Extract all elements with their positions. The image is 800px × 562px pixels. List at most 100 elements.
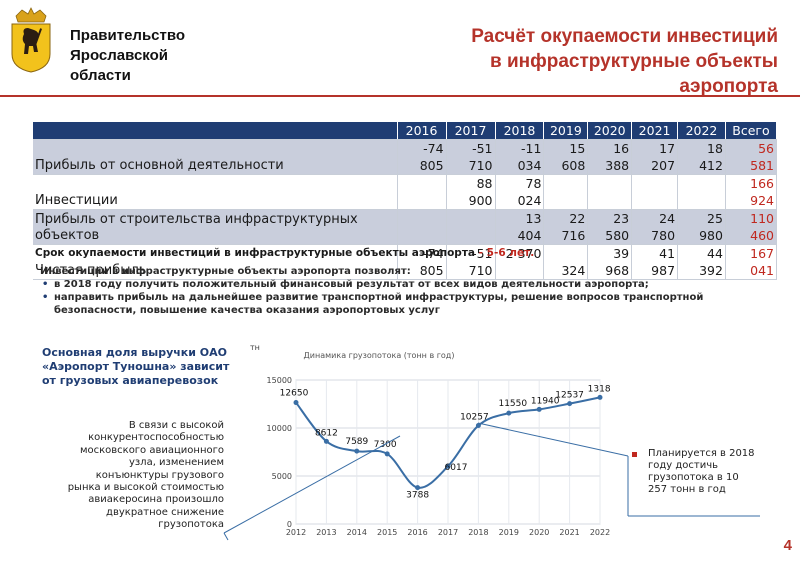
- value-cell: 13 404: [495, 209, 545, 245]
- table-header-corner: [33, 122, 398, 140]
- investment-table: 2016 2017 2018 2019 2020 2021 2022 Всего…: [33, 122, 778, 280]
- value-part: 16: [613, 141, 630, 156]
- row-label: Инвестиции: [33, 174, 398, 210]
- x-tick-label: 2016: [407, 528, 427, 537]
- payback-highlight: - 5-6 лет.: [478, 247, 535, 259]
- table-header-row: 2016 2017 2018 2019 2020 2021 2022 Всего: [33, 122, 778, 140]
- total-header: Всего: [725, 122, 778, 140]
- value-part: 41: [659, 246, 676, 261]
- x-tick-label: 2012: [286, 528, 306, 537]
- x-tick-label: 2017: [438, 528, 458, 537]
- y-tick-label: 5000: [272, 472, 292, 481]
- value-part: 44: [707, 246, 723, 261]
- bullet-item: в 2018 году получить положительный финан…: [40, 278, 780, 291]
- title-line-3: аэропорта: [679, 76, 778, 97]
- value-cell: 88 900: [446, 174, 496, 210]
- bullet-list: Инвестиции в инфраструктурные объекты аэ…: [40, 265, 780, 317]
- cargo-chart-svg: 0 5000 10000 15000 2012 2013 2014 2015 2016 2017 2…: [250, 343, 617, 537]
- value-part: 17: [659, 141, 676, 156]
- value-part: 716: [561, 228, 586, 243]
- org-line-3: области: [70, 67, 131, 84]
- data-point: [597, 394, 603, 400]
- data-point: [506, 410, 512, 416]
- table-row: Прибыль от строительства инфраструктурны…: [33, 209, 778, 245]
- x-tick-label: 2014: [347, 528, 367, 537]
- value-part: 968: [605, 263, 630, 278]
- value-part: 980: [699, 228, 723, 243]
- x-tick-label: 2018: [468, 528, 488, 537]
- year-header: 2019: [543, 122, 589, 140]
- data-label: 11550: [498, 399, 527, 409]
- data-label: 10257: [460, 413, 489, 423]
- value-cell: [446, 209, 496, 245]
- year-header: 2021: [631, 122, 679, 140]
- value-cell: 18 412: [677, 139, 726, 175]
- data-point: [415, 485, 421, 491]
- value-part: 460: [750, 228, 774, 243]
- connector-line-left-end: [223, 532, 229, 541]
- organization-name: Правительство Ярославской области: [70, 26, 185, 86]
- value-part: 110: [750, 211, 774, 226]
- value-cell: -51 710: [446, 244, 496, 280]
- year-header: 2018: [495, 122, 545, 140]
- x-tick-label: 2015: [377, 528, 397, 537]
- value-cell: [397, 174, 447, 210]
- x-tick-label: 2019: [499, 528, 519, 537]
- value-part: 56: [758, 141, 774, 156]
- org-line-1: Правительство: [70, 27, 186, 44]
- value-part: 924: [750, 193, 774, 208]
- value-cell: 78 024: [495, 174, 545, 210]
- total-cell: 167 041: [725, 244, 778, 280]
- main-share-text: Основная доля выручки ОАО «Аэропорт Туно…: [42, 346, 230, 387]
- value-part: 207: [651, 158, 676, 173]
- value-part: 900: [468, 193, 493, 208]
- header-divider: [0, 95, 800, 97]
- value-part: 388: [605, 158, 630, 173]
- value-part: 78: [525, 176, 542, 191]
- title-line-2: в инфраструктурные объекты: [489, 51, 778, 72]
- reason-text: В связи с высокой конкурентоспособностью…: [67, 420, 224, 531]
- value-part: 024: [517, 193, 542, 208]
- value-part: 13: [525, 211, 542, 226]
- value-part: 88: [476, 176, 493, 191]
- value-cell: 25 980: [677, 209, 726, 245]
- data-point: [567, 401, 573, 407]
- value-part: 805: [419, 158, 444, 173]
- org-line-2: Ярославской: [70, 47, 169, 64]
- bullet-intro: Инвестиции в инфраструктурные объекты аэ…: [40, 266, 411, 277]
- data-point: [445, 463, 451, 469]
- row-label: Прибыль от строительства инфраструктурны…: [33, 209, 398, 245]
- value-part: 034: [517, 158, 542, 173]
- year-header: 2022: [677, 122, 726, 140]
- data-label: 8612: [315, 428, 338, 438]
- title-line-1: Расчёт окупаемости инвестиций: [471, 26, 778, 47]
- page-title: Расчёт окупаемости инвестиций в инфрастр…: [338, 24, 778, 99]
- total-cell: 56 581: [725, 139, 778, 175]
- row-label: Прибыль от основной деятельности: [33, 139, 398, 175]
- value-part: 15: [569, 141, 586, 156]
- cargo-chart: 0 5000 10000 15000 2012 2013 2014 2015 2016 2017 2…: [244, 340, 617, 540]
- value-cell: -11 034: [495, 139, 545, 175]
- value-cell: -74 805: [397, 139, 447, 175]
- value-part: 987: [651, 263, 676, 278]
- y-tick-label: 10000: [267, 424, 292, 433]
- data-point: [475, 423, 481, 429]
- value-cell: 16 388: [587, 139, 633, 175]
- x-tick-label: 2013: [316, 528, 336, 537]
- value-part: 166: [750, 176, 774, 191]
- data-point: [323, 438, 329, 444]
- data-label: 3788: [406, 491, 429, 501]
- value-part: 580: [605, 228, 630, 243]
- data-label: 12537: [555, 391, 584, 401]
- value-part: 581: [750, 158, 774, 173]
- value-part: 412: [699, 158, 723, 173]
- value-part: 041: [750, 263, 774, 278]
- value-part: 710: [468, 158, 493, 173]
- value-part: -74: [423, 246, 444, 261]
- value-part: 23: [613, 211, 630, 226]
- value-part: -74: [423, 141, 444, 156]
- row-label: Чистая прибыль: [33, 244, 398, 280]
- value-part: 780: [651, 228, 676, 243]
- value-part: 167: [750, 246, 774, 261]
